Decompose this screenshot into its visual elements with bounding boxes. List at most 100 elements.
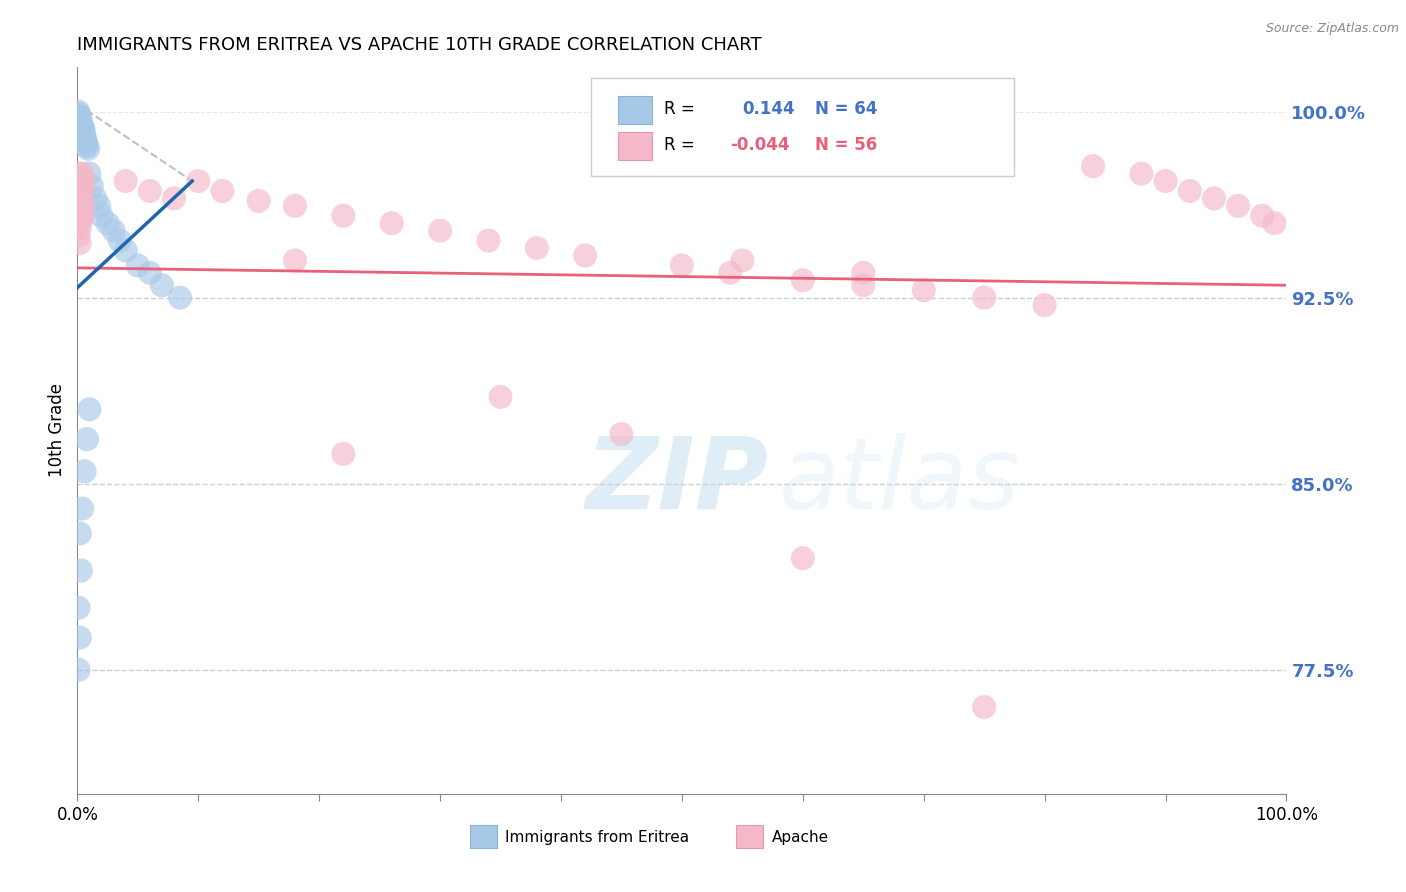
Point xyxy=(718,266,741,280)
Point xyxy=(90,209,112,223)
Point xyxy=(1202,191,1225,205)
Text: Immigrants from Eritrea: Immigrants from Eritrea xyxy=(505,830,689,845)
Point xyxy=(70,117,93,131)
Point xyxy=(139,266,162,280)
Point xyxy=(69,127,91,141)
Point xyxy=(96,216,118,230)
Point xyxy=(72,127,94,141)
Point xyxy=(69,122,91,136)
Point xyxy=(67,663,90,677)
Point xyxy=(67,117,90,131)
Text: ZIP: ZIP xyxy=(585,433,768,530)
Point xyxy=(67,112,90,126)
Point xyxy=(1154,174,1177,188)
FancyBboxPatch shape xyxy=(592,78,1015,176)
Text: N = 64: N = 64 xyxy=(815,100,877,118)
Point xyxy=(139,184,162,198)
Point xyxy=(792,273,814,287)
Point xyxy=(169,291,191,305)
Point xyxy=(792,551,814,566)
Point xyxy=(70,501,93,516)
Point xyxy=(973,291,995,305)
Text: 0.144: 0.144 xyxy=(742,100,794,118)
Point xyxy=(75,134,97,148)
Point xyxy=(67,228,90,243)
Point xyxy=(1033,298,1056,312)
Point xyxy=(1227,199,1250,213)
Point xyxy=(69,124,91,138)
Point xyxy=(72,122,94,136)
Point xyxy=(67,110,90,124)
Point xyxy=(70,132,93,146)
Point xyxy=(477,234,499,248)
Point xyxy=(69,129,91,144)
Point xyxy=(70,122,93,136)
Point xyxy=(69,235,91,250)
Point xyxy=(70,122,93,136)
Point xyxy=(332,447,354,461)
Point xyxy=(1251,209,1274,223)
Point xyxy=(70,129,93,144)
Point xyxy=(69,526,91,541)
Point xyxy=(70,129,93,144)
Point xyxy=(67,114,90,128)
Text: R =: R = xyxy=(664,136,700,154)
Text: Apache: Apache xyxy=(772,830,828,845)
Point xyxy=(72,174,94,188)
Point xyxy=(72,124,94,138)
Point xyxy=(114,174,136,188)
Point xyxy=(70,191,93,205)
Point xyxy=(69,132,91,146)
Point xyxy=(67,600,90,615)
Point xyxy=(69,120,91,134)
Point xyxy=(70,213,93,227)
Point xyxy=(70,127,93,141)
Point xyxy=(69,206,91,220)
Point xyxy=(163,191,186,205)
Point xyxy=(284,253,307,268)
Point xyxy=(574,248,596,262)
Bar xyxy=(617,96,652,124)
Text: N = 56: N = 56 xyxy=(815,136,877,154)
Bar xyxy=(470,825,496,848)
Point xyxy=(73,132,96,146)
Point xyxy=(73,129,96,144)
Point xyxy=(187,174,209,188)
Point xyxy=(69,114,91,128)
Text: -0.044: -0.044 xyxy=(730,136,790,154)
Text: Source: ZipAtlas.com: Source: ZipAtlas.com xyxy=(1265,22,1399,36)
Point xyxy=(247,194,270,208)
Point xyxy=(67,104,90,119)
Point xyxy=(211,184,233,198)
Point xyxy=(79,402,101,417)
Point xyxy=(70,167,93,181)
Point xyxy=(67,122,90,136)
Point xyxy=(671,259,693,273)
Point xyxy=(284,199,307,213)
Text: atlas: atlas xyxy=(779,433,1021,530)
Point xyxy=(70,124,93,138)
Point xyxy=(852,278,875,293)
Point xyxy=(69,112,91,126)
Point xyxy=(69,631,91,645)
Point xyxy=(526,241,548,255)
Point xyxy=(70,124,93,138)
Point xyxy=(70,191,93,205)
Point xyxy=(973,700,995,714)
Text: R =: R = xyxy=(664,100,700,118)
Point xyxy=(70,564,93,578)
Point xyxy=(332,209,354,223)
Point xyxy=(70,127,93,141)
Point xyxy=(84,191,107,205)
Point xyxy=(70,177,93,191)
Point xyxy=(75,136,97,151)
Point xyxy=(70,120,93,134)
Point xyxy=(72,199,94,213)
Point xyxy=(108,234,131,248)
Point xyxy=(77,142,100,156)
Point xyxy=(1263,216,1285,230)
Point xyxy=(67,181,90,195)
Point xyxy=(69,117,91,131)
Point xyxy=(150,278,173,293)
Point xyxy=(381,216,404,230)
